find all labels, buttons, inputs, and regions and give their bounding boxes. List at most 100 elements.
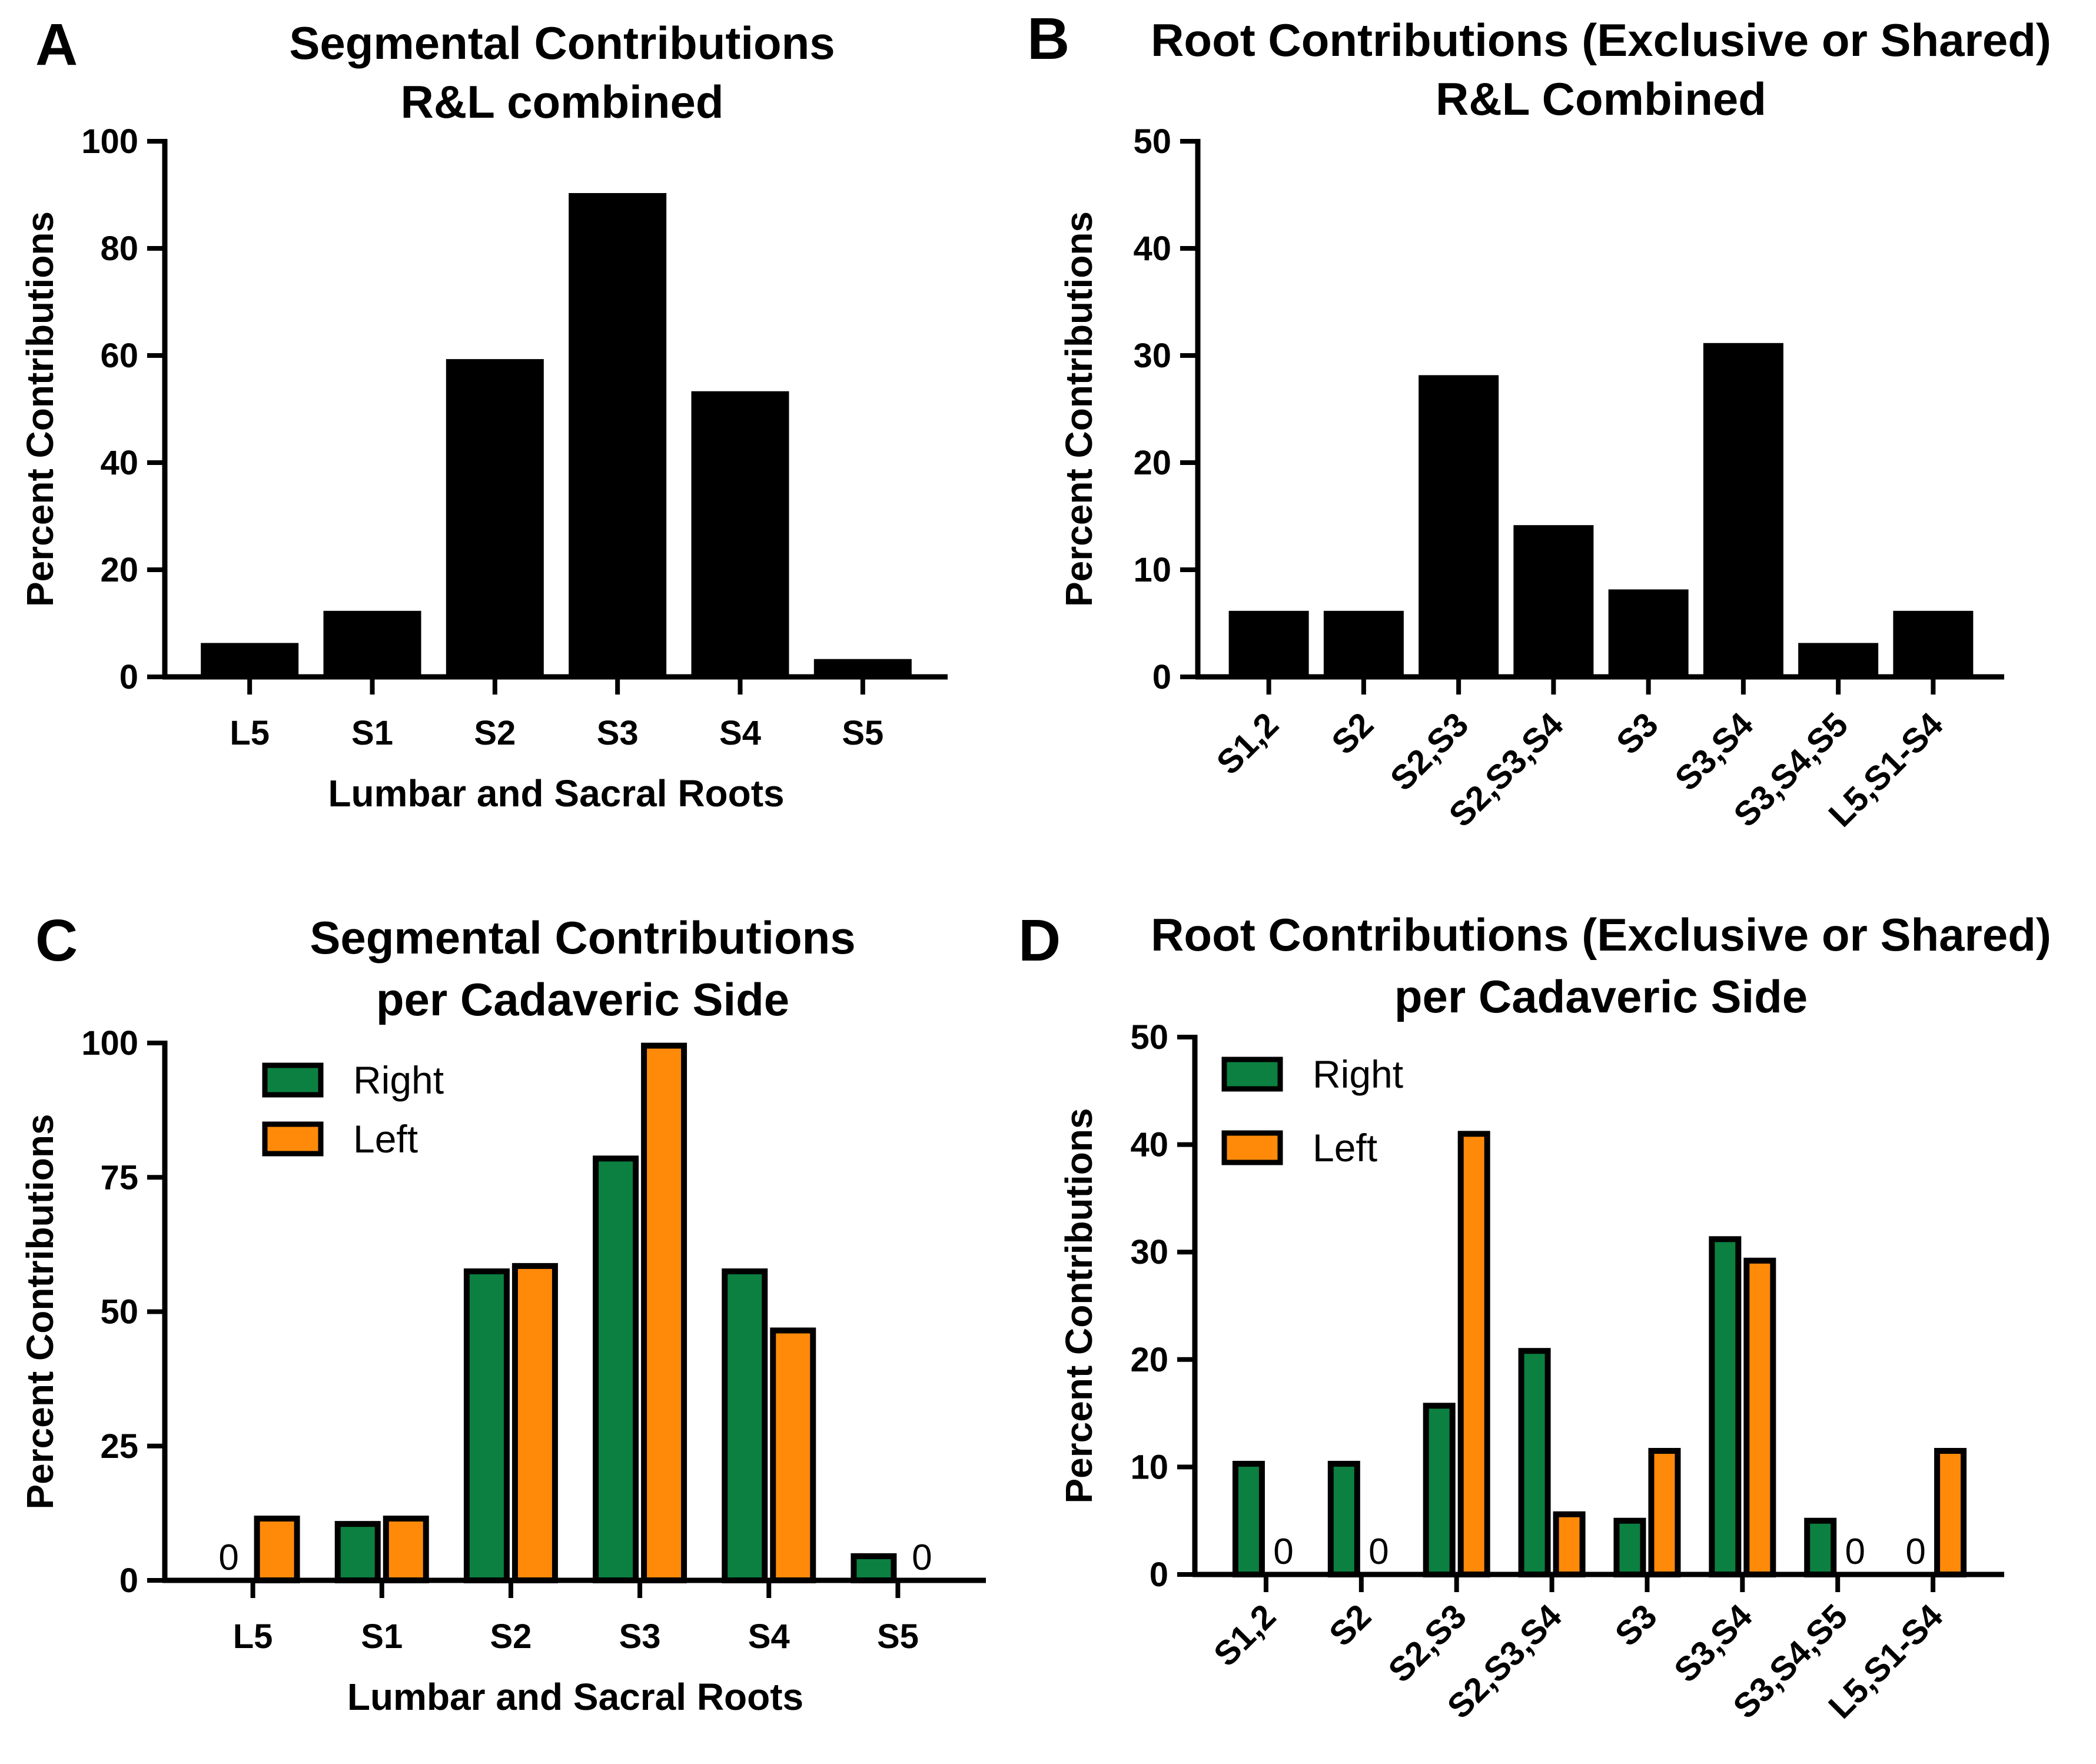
y-axis-label: Percent Contributions: [19, 1114, 61, 1509]
bar-right-s2-s3-s4: [1518, 1348, 1551, 1577]
bar-right-s1-2: [1232, 1460, 1265, 1578]
panel-c: C Segmental Contributions per Cadaveric Si…: [19, 908, 986, 1718]
zero-value-label: 0: [1368, 1532, 1389, 1572]
bar-combined-s3-s4: [1703, 343, 1783, 679]
bar-left-l5: [254, 1516, 300, 1583]
bar-left-s3-s4: [1743, 1257, 1776, 1578]
bar-combined-s3: [569, 193, 667, 679]
chart-title-line-2: R&L Combined: [1436, 73, 1766, 125]
x-category-label: S5: [877, 1617, 919, 1656]
y-tick-label: 30: [1133, 337, 1171, 375]
y-tick-label: 40: [100, 444, 138, 482]
bar-combined-s1: [323, 610, 421, 679]
panel-letter: C: [35, 908, 78, 974]
panel-a: A Segmental Contributions R&L combined 0 20 4…: [19, 12, 948, 815]
panel-d: D Root Contributions (Exclusive or Shared…: [1018, 908, 2051, 1726]
bar-right-s3: [593, 1155, 639, 1584]
x-category-label: S1: [361, 1617, 403, 1656]
y-tick-label: 60: [100, 337, 138, 375]
bar-combined-l5: [201, 643, 299, 679]
bar-left-s4: [770, 1327, 816, 1584]
chart-title-line-2: R&L combined: [401, 76, 724, 128]
y-tick-label: 10: [1133, 551, 1171, 589]
legend-label-right: Right: [1313, 1052, 1403, 1096]
y-tick-label: 30: [1130, 1233, 1168, 1271]
y-tick-label: 20: [1133, 444, 1171, 482]
legend-swatch-right: [262, 1062, 324, 1098]
chart-title-line-1: Segmental Contributions: [289, 17, 835, 69]
y-tick-label: 0: [1150, 1556, 1168, 1594]
bar-right-s2-s3: [1423, 1403, 1456, 1578]
x-category-label: S2: [1322, 1597, 1378, 1653]
bar-combined-l5-s1-s4: [1893, 610, 1974, 679]
y-tick-label: 75: [100, 1158, 138, 1197]
zero-value-label: 0: [1905, 1532, 1925, 1572]
x-category-label: S1,2: [1209, 705, 1285, 782]
y-tick-label: 20: [100, 551, 138, 589]
bar-combined-s2-s3: [1419, 375, 1499, 679]
x-axis-label: Lumbar and Sacral Roots: [347, 1676, 803, 1718]
panel-letter: D: [1018, 908, 1061, 974]
y-tick-label: 25: [100, 1427, 138, 1466]
chart-title-line-2: per Cadaveric Side: [376, 974, 789, 1025]
bar-combined-s2-s3-s4: [1513, 525, 1594, 679]
legend-label-right: Right: [353, 1058, 444, 1102]
zero-value-label: 0: [1273, 1532, 1293, 1572]
legend-swatch-right: [1221, 1057, 1283, 1092]
y-tick-label: 0: [1152, 658, 1171, 696]
bar-combined-s4: [691, 391, 789, 679]
x-axis-label: Lumbar and Sacral Roots: [328, 772, 784, 815]
bar-left-s3: [1648, 1448, 1681, 1578]
x-category-label: S3,S4: [1668, 705, 1760, 798]
bar-right-s5: [851, 1553, 897, 1584]
bar-combined-s2: [446, 359, 544, 679]
bar-left-s2-s3: [1457, 1131, 1490, 1577]
bar-combined-s2: [1323, 610, 1404, 679]
bar-right-s2: [1327, 1460, 1360, 1578]
y-axis-label: Percent Contributions: [1058, 1108, 1100, 1503]
y-tick-label: 50: [1130, 1018, 1168, 1057]
x-category-label: S5: [842, 714, 883, 752]
y-tick-label: 20: [1130, 1341, 1168, 1379]
bar-left-s1: [383, 1516, 429, 1583]
bar-left-s3: [641, 1042, 687, 1583]
legend-swatch-left: [1221, 1130, 1283, 1165]
bar-combined-s3: [1608, 589, 1689, 679]
bar-right-s4: [722, 1268, 768, 1583]
bar-left-s2-s3-s4: [1553, 1511, 1586, 1577]
panel-letter: A: [35, 12, 78, 78]
panel-letter: B: [1027, 6, 1069, 72]
x-category-label: S2,S3: [1381, 1597, 1474, 1690]
bar-right-s3-s4: [1709, 1236, 1742, 1578]
x-category-label: S3: [619, 1617, 661, 1656]
chart-title-line-1: Root Contributions (Exclusive or Shared): [1151, 14, 2051, 66]
x-category-label: S4: [748, 1617, 790, 1656]
legend-label-left: Left: [1313, 1126, 1377, 1170]
zero-value-label: 0: [218, 1537, 238, 1578]
x-category-label: S4: [719, 714, 761, 752]
zero-value-label: 0: [912, 1537, 932, 1578]
y-tick-label: 50: [100, 1293, 138, 1331]
chart-title-line-1: Root Contributions (Exclusive or Shared): [1151, 909, 2051, 961]
panel-b: B Root Contributions (Exclusive or Shared…: [1027, 6, 2051, 834]
x-category-label: S2,S3: [1383, 705, 1476, 798]
bar-combined-s5: [813, 659, 912, 679]
bar-combined-s3-s4-s5: [1798, 643, 1879, 679]
chart-title-line-1: Segmental Contributions: [310, 912, 855, 964]
x-category-label: S2: [490, 1617, 532, 1656]
bar-left-l5-s1-s4: [1934, 1448, 1967, 1578]
y-tick-label: 80: [100, 230, 138, 268]
x-category-label: S1: [351, 714, 393, 752]
y-tick-label: 100: [81, 1024, 138, 1062]
x-category-label: S3: [1609, 705, 1666, 762]
x-category-label: S1,2: [1207, 1597, 1283, 1673]
x-category-label: S3,S4: [1667, 1597, 1760, 1690]
bar-left-s2: [511, 1263, 558, 1583]
bar-right-s3-s4-s5: [1804, 1517, 1837, 1577]
zero-value-label: 0: [1845, 1532, 1865, 1572]
y-tick-label: 50: [1133, 122, 1171, 161]
x-category-label: S2: [1324, 705, 1381, 762]
y-tick-label: 40: [1130, 1126, 1168, 1164]
legend-swatch-left: [262, 1121, 324, 1157]
